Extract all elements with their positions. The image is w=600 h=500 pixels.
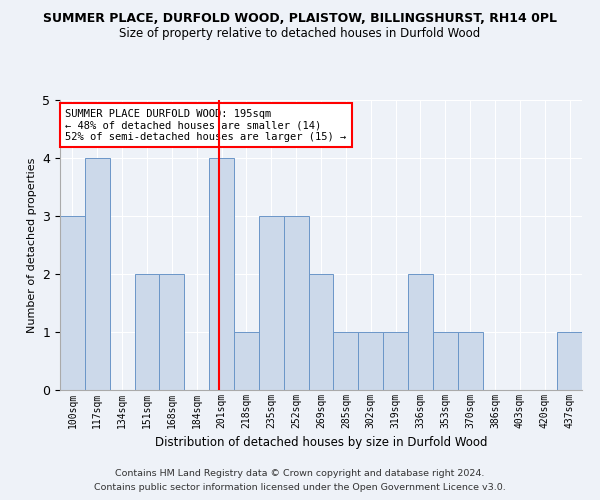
Text: Size of property relative to detached houses in Durfold Wood: Size of property relative to detached ho…: [119, 28, 481, 40]
Bar: [557, 332, 582, 390]
Bar: [284, 216, 308, 390]
X-axis label: Distribution of detached houses by size in Durfold Wood: Distribution of detached houses by size …: [155, 436, 487, 450]
Bar: [60, 216, 85, 390]
Text: SUMMER PLACE DURFOLD WOOD: 195sqm
← 48% of detached houses are smaller (14)
52% : SUMMER PLACE DURFOLD WOOD: 195sqm ← 48% …: [65, 108, 346, 142]
Text: Contains public sector information licensed under the Open Government Licence v3: Contains public sector information licen…: [94, 484, 506, 492]
Y-axis label: Number of detached properties: Number of detached properties: [27, 158, 37, 332]
Bar: [458, 332, 482, 390]
Text: Contains HM Land Registry data © Crown copyright and database right 2024.: Contains HM Land Registry data © Crown c…: [115, 468, 485, 477]
Bar: [259, 216, 284, 390]
Bar: [85, 158, 110, 390]
Bar: [160, 274, 184, 390]
Bar: [358, 332, 383, 390]
Bar: [334, 332, 358, 390]
Bar: [209, 158, 234, 390]
Text: SUMMER PLACE, DURFOLD WOOD, PLAISTOW, BILLINGSHURST, RH14 0PL: SUMMER PLACE, DURFOLD WOOD, PLAISTOW, BI…: [43, 12, 557, 26]
Bar: [134, 274, 160, 390]
Bar: [433, 332, 458, 390]
Bar: [234, 332, 259, 390]
Bar: [408, 274, 433, 390]
Bar: [383, 332, 408, 390]
Bar: [308, 274, 334, 390]
